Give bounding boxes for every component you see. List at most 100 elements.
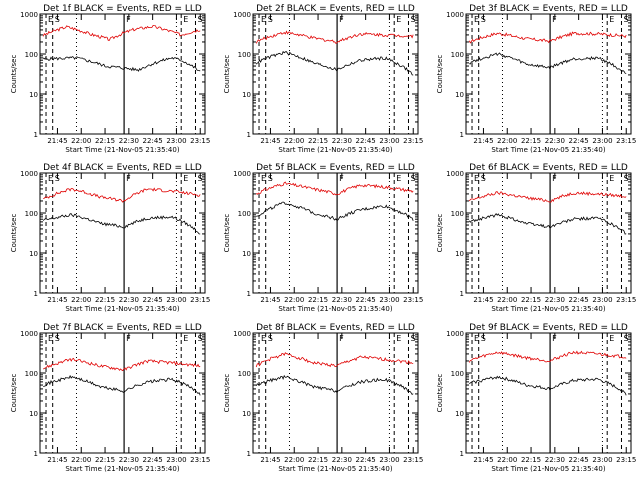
y-tick-label: 1: [34, 450, 38, 458]
marker-label-E: E: [396, 15, 401, 24]
chart-title-8: Det 8f BLACK = Events, RED = LLD: [256, 323, 415, 333]
y-tick-label: 10: [455, 410, 464, 418]
lld-series-line: [255, 30, 414, 44]
x-tick-label: 21:45: [47, 456, 67, 464]
x-tick-label: 22:00: [71, 296, 91, 304]
x-tick-label: 22:30: [332, 137, 352, 145]
y-tick-label: 1000: [233, 170, 251, 178]
x-tick-label: 22:00: [284, 296, 304, 304]
y-tick-label: 100: [25, 51, 38, 59]
marker-label-F: F: [339, 334, 344, 343]
y-tick-label: 10: [29, 410, 38, 418]
chart-panel-4: Det 4f BLACK = Events, RED = LLD 1 10 100 10…: [10, 163, 210, 313]
chart-panel-1: Det 1f BLACK = Events, RED = LLD 1 10 100 10…: [10, 4, 210, 154]
x-tick-label: 22:45: [143, 456, 163, 464]
y-tick-label: 1: [460, 450, 464, 458]
x-tick-label: 22:15: [95, 137, 115, 145]
marker-label-F: F: [552, 15, 557, 24]
marker-label-E: E: [261, 334, 266, 343]
x-tick-label: 22:45: [143, 296, 163, 304]
x-tick-label: 23:00: [592, 456, 612, 464]
x-axis-label: Start Time (21-Nov-05 21:35:40): [65, 146, 179, 154]
marker-label-S: S: [55, 334, 60, 343]
marker-label-E: E: [474, 15, 479, 24]
chart-title-3: Det 3f BLACK = Events, RED = LLD: [469, 4, 628, 14]
x-tick-label: 22:00: [71, 456, 91, 464]
events-series-line: [255, 50, 414, 76]
x-tick-label: 21:45: [473, 456, 493, 464]
y-tick-label: 10: [455, 250, 464, 258]
x-tick-label: 23:00: [379, 296, 399, 304]
chart-panel-3: Det 3f BLACK = Events, RED = LLD 1 10 100 10…: [436, 4, 636, 154]
plot-frame: [39, 332, 206, 454]
marker-label-S: S: [268, 334, 273, 343]
y-tick-label: 100: [451, 370, 464, 378]
x-tick-label: 23:15: [616, 456, 636, 464]
marker-label-E: E: [183, 174, 188, 183]
chart-title-2: Det 2f BLACK = Events, RED = LLD: [256, 4, 415, 14]
marker-label-S: S: [410, 15, 415, 24]
y-tick-label: 10: [455, 91, 464, 99]
marker-label-S: S: [623, 15, 628, 24]
y-tick-label: 1: [247, 450, 251, 458]
marker-label-E: E: [396, 174, 401, 183]
x-tick-label: 22:00: [497, 137, 517, 145]
y-axis-label: Counts/sec: [10, 374, 18, 413]
marker-label-E: E: [609, 15, 614, 24]
chart-panel-9: Det 9f BLACK = Events, RED = LLD 1 10 100 10…: [436, 323, 636, 473]
y-tick-label: 1000: [446, 11, 464, 19]
lld-series-line: [255, 352, 414, 368]
y-tick-label: 1: [247, 290, 251, 298]
y-tick-label: 1: [34, 131, 38, 139]
x-tick-label: 22:15: [95, 456, 115, 464]
marker-label-S: S: [197, 15, 202, 24]
x-tick-label: 22:00: [71, 137, 91, 145]
marker-label-E: E: [183, 334, 188, 343]
chart-title-6: Det 6f BLACK = Events, RED = LLD: [469, 163, 628, 173]
plot-frame: [465, 172, 632, 294]
lld-series-line: [42, 24, 201, 41]
chart-panel-8: Det 8f BLACK = Events, RED = LLD 1 10 100 10…: [223, 323, 423, 473]
chart-title-4: Det 4f BLACK = Events, RED = LLD: [43, 163, 202, 173]
events-series-line: [255, 374, 414, 395]
x-tick-label: 23:00: [379, 456, 399, 464]
y-tick-label: 100: [238, 51, 251, 59]
x-tick-label: 22:30: [332, 456, 352, 464]
y-axis-label: Counts/sec: [223, 55, 231, 94]
x-tick-label: 22:15: [95, 296, 115, 304]
x-tick-label: 22:45: [143, 137, 163, 145]
x-tick-label: 22:30: [119, 456, 139, 464]
x-tick-label: 22:00: [497, 456, 517, 464]
x-axis-label: Start Time (21-Nov-05 21:35:40): [65, 305, 179, 313]
x-tick-label: 22:45: [356, 296, 376, 304]
y-tick-label: 1: [34, 290, 38, 298]
y-tick-label: 10: [29, 91, 38, 99]
marker-label-S: S: [55, 15, 60, 24]
marker-label-F: F: [552, 174, 557, 183]
lld-series-line: [468, 191, 627, 203]
lld-series-line: [43, 187, 201, 203]
y-tick-label: 1000: [20, 330, 38, 338]
y-tick-label: 100: [451, 51, 464, 59]
y-axis-label: Counts/sec: [223, 214, 231, 253]
x-axis-label: Start Time (21-Nov-05 21:35:40): [278, 146, 392, 154]
x-tick-label: 22:00: [284, 137, 304, 145]
y-tick-label: 1000: [20, 170, 38, 178]
x-tick-label: 22:45: [356, 456, 376, 464]
x-tick-label: 22:30: [545, 137, 565, 145]
x-tick-label: 22:30: [119, 137, 139, 145]
marker-label-F: F: [126, 334, 131, 343]
marker-label-S: S: [268, 174, 273, 183]
x-tick-label: 22:45: [569, 296, 589, 304]
x-tick-label: 22:45: [356, 137, 376, 145]
x-tick-label: 21:45: [260, 296, 280, 304]
y-tick-label: 10: [242, 91, 251, 99]
x-tick-label: 23:00: [379, 137, 399, 145]
chart-title-7: Det 7f BLACK = Events, RED = LLD: [43, 323, 202, 333]
marker-label-S: S: [197, 334, 202, 343]
plot-frame: [252, 172, 419, 294]
x-tick-label: 21:45: [473, 137, 493, 145]
marker-label-E: E: [48, 174, 53, 183]
y-axis-label: Counts/sec: [436, 214, 444, 253]
